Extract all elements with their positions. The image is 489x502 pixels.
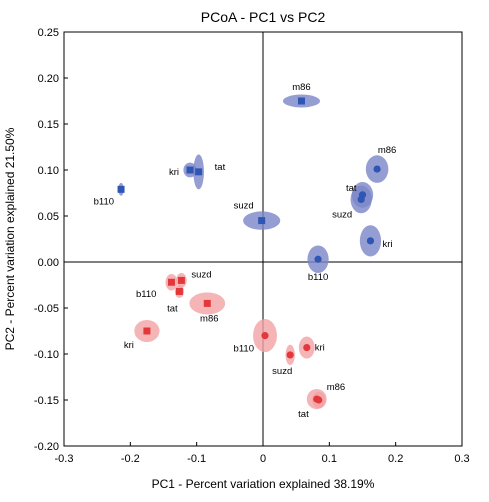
y-tick-label: -0.20 [34,441,59,453]
data-point-label: b110 [136,289,156,300]
x-axis-ticks: -0.3 -0.2 -0.1 0 0.1 0.2 0.3 [55,442,470,465]
data-point-label: tat [167,303,178,314]
data-point-circle [373,165,381,173]
y-axis-label: PC2 - Percent variation explained 21.50% [3,127,17,350]
data-point-circle [357,195,365,204]
data-point-label: m86 [200,313,218,324]
y-tick-label: -0.10 [34,349,59,361]
x-tick-label: -0.3 [55,453,74,465]
data-point-label: kri [124,340,134,351]
data-point-label: b110 [234,344,254,355]
data-point-label: kri [169,167,179,178]
x-tick-label: 0.1 [322,453,337,465]
y-tick-label: 0.10 [38,165,59,177]
data-point-label: tat [215,162,226,173]
data-point-label: tat [298,409,309,420]
x-tick-label: -0.2 [121,453,140,465]
data-point-square [167,278,175,286]
data-point-square [297,97,305,105]
data-point-circle [286,351,294,359]
y-tick-label: 0.25 [38,27,59,39]
data-point-label: kri [382,239,392,250]
x-tick-label: 0.3 [454,453,469,465]
data-point-label: m86 [378,145,396,156]
x-tick-label: 0 [260,453,266,465]
data-point-label: b110 [308,272,328,283]
data-point-circle [315,396,323,404]
data-point-square [177,276,185,284]
data-point-square [195,168,203,176]
ellipses-layer [118,94,389,410]
data-point-circle [314,255,322,263]
y-tick-label: -0.05 [34,303,59,315]
x-tick-label: 0.2 [388,453,403,465]
data-point-label: tat [346,183,357,194]
y-tick-label: 0.05 [38,211,59,223]
data-point-label: kri [315,343,325,354]
data-point-label: suzd [191,269,211,280]
markers-layer [117,97,381,404]
data-point-label: m86 [327,382,345,393]
data-point-label: b110 [94,196,114,207]
data-point-circle [366,237,375,245]
zero-lines [64,32,462,446]
data-point-circle [303,343,311,352]
data-point-label: suzd [332,209,352,220]
data-point-label: suzd [234,201,254,212]
data-point-circle [261,332,269,340]
labels-layer: m86 kri tat b110 suzd m86 tat suzd kri b110 b110 su… [94,82,397,420]
data-point-square [117,185,125,193]
data-point-square [203,299,211,307]
y-tick-label: -0.15 [34,395,59,407]
data-point-square [143,327,151,335]
data-point-label: suzd [272,366,292,377]
y-tick-label: 0.20 [38,73,59,85]
data-point-square [258,217,266,225]
y-tick-label: 0.00 [38,257,59,269]
data-point-square [175,287,183,295]
data-point-square [186,166,194,174]
x-tick-label: -0.1 [187,453,206,465]
data-point-label: m86 [292,82,310,93]
y-axis-ticks: 0.25 0.20 0.15 0.10 0.05 0.00 -0.05 -0.10 -0.15 -… [34,27,68,453]
chart-title: PCoA - PC1 vs PC2 [201,9,326,25]
x-axis-label: PC1 - Percent variation explained 38.19% [152,477,375,491]
y-tick-label: 0.15 [38,119,59,131]
